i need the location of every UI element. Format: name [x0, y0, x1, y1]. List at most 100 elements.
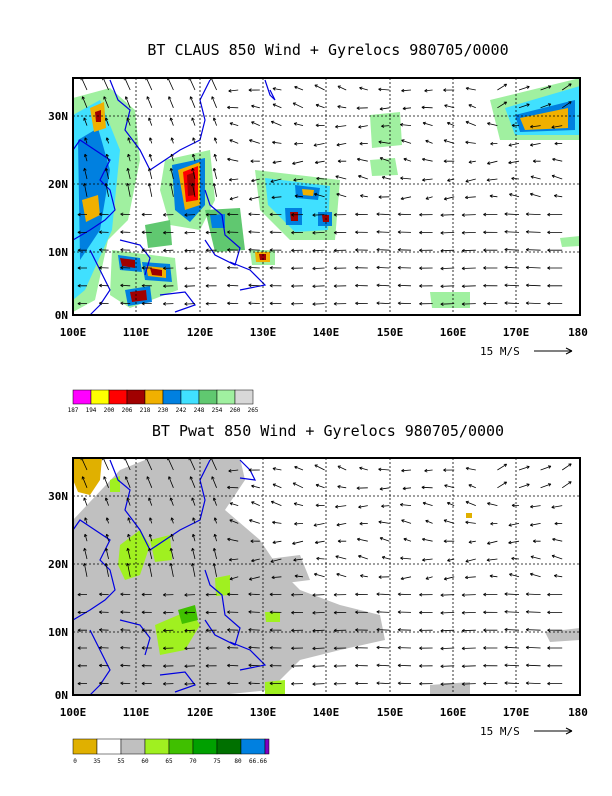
wind-arrow — [291, 284, 304, 288]
wind-arrow — [312, 646, 325, 651]
wind-arrow — [205, 248, 217, 253]
x-tick-label: 120E — [187, 326, 214, 339]
wind-arrow — [419, 248, 433, 253]
wind-arrow — [446, 501, 455, 506]
wind-vectors — [77, 456, 572, 686]
wind-arrow — [292, 160, 304, 165]
wind-arrow — [141, 248, 152, 252]
panel-title: BT Pwat 850 Wind + Gyrelocs 980705/0000 — [152, 422, 504, 440]
wind-arrow — [227, 230, 239, 234]
wind-arrow — [483, 283, 498, 288]
wind-arrow — [504, 212, 520, 216]
wind-arrow — [547, 664, 563, 668]
wind-arrow — [191, 497, 196, 506]
reference-arrowhead — [565, 347, 573, 355]
wind-arrow — [126, 547, 131, 560]
wind-arrow — [213, 517, 218, 524]
wind-arrow — [547, 628, 563, 632]
wind-arrow — [525, 610, 541, 614]
wind-arrow — [270, 120, 282, 126]
wind-arrow — [529, 192, 541, 198]
x-tick-label: 180 — [568, 706, 588, 719]
y-tick-label: 20N — [48, 178, 68, 191]
wind-arrow — [397, 645, 412, 650]
wind-arrow — [547, 266, 563, 270]
wind-arrow — [162, 610, 174, 615]
wind-arrow — [483, 663, 498, 668]
wind-arrow — [379, 107, 390, 111]
wind-arrow — [162, 628, 174, 633]
wind-arrow — [483, 212, 498, 217]
wind-arrow — [316, 556, 325, 561]
wind-arrow — [540, 85, 552, 91]
wind-arrow — [146, 96, 153, 108]
wind-arrow — [293, 558, 304, 562]
wind-arrow — [141, 283, 152, 288]
colorbar-label: 260 — [230, 407, 241, 414]
x-tick-label: 180 — [568, 326, 588, 339]
wind-arrow — [141, 266, 152, 270]
wind-arrow — [184, 284, 196, 288]
wind-arrow — [440, 646, 455, 651]
wind-arrow — [81, 476, 88, 488]
wind-arrow — [141, 592, 152, 597]
wind-arrow — [444, 484, 455, 489]
wind-arrow — [162, 646, 174, 651]
wind-arrow — [228, 557, 239, 562]
wind-arrow — [376, 627, 390, 632]
wind-arrow — [464, 575, 476, 580]
wind-arrow — [184, 248, 196, 253]
wind-arrow — [525, 247, 541, 252]
wind-arrow — [312, 593, 325, 597]
colorbar-label: 265 — [248, 407, 259, 414]
map-area — [72, 456, 581, 696]
wind-arrow — [184, 302, 196, 306]
wind-arrow — [508, 523, 520, 527]
wind-arrow — [381, 504, 390, 508]
wind-arrow — [312, 266, 325, 271]
wind-arrow — [272, 103, 282, 109]
wind-arrow — [547, 610, 563, 615]
wind-arrow — [248, 468, 260, 472]
wind-arrow — [212, 182, 217, 197]
wind-arrow — [355, 266, 368, 270]
colorbar-swatch — [144, 738, 170, 755]
wind-arrow — [162, 682, 174, 686]
wind-arrow — [149, 137, 153, 144]
wind-arrow — [421, 537, 433, 542]
wind-arrow — [355, 663, 368, 668]
wind-arrow — [487, 122, 498, 126]
wind-arrow — [525, 663, 541, 668]
wind-arrow — [335, 124, 347, 129]
wind-arrow — [379, 487, 390, 491]
wind-arrow — [359, 521, 368, 526]
wind-arrow — [525, 283, 541, 288]
colorbar-swatch — [234, 389, 254, 405]
wind-arrow — [248, 212, 260, 216]
wind-arrow — [312, 664, 325, 669]
x-tick-label: 130E — [250, 706, 277, 719]
colorbar-swatch — [180, 389, 200, 405]
wind-arrow — [483, 266, 498, 270]
wind-arrow — [205, 610, 217, 615]
wind-arrow — [314, 540, 325, 545]
wind-arrow — [333, 593, 347, 597]
wind-arrow — [211, 96, 217, 108]
wind-arrow — [312, 302, 325, 306]
wind-arrow — [518, 85, 530, 91]
wind-arrow — [359, 86, 368, 91]
wind-arrow — [170, 153, 174, 162]
colorbar-label: 80 — [234, 758, 242, 765]
wind-arrow — [547, 230, 563, 235]
wind-arrow — [525, 301, 541, 305]
wind-arrow — [547, 646, 563, 650]
wind-arrow — [294, 142, 304, 146]
x-tick-label: 110E — [123, 326, 150, 339]
wind-arrow — [461, 593, 476, 597]
wind-arrow — [483, 610, 498, 615]
wind-arrow — [399, 123, 412, 127]
wind-arrow — [315, 483, 325, 489]
wind-arrow — [419, 266, 433, 270]
wind-arrow — [248, 576, 260, 581]
